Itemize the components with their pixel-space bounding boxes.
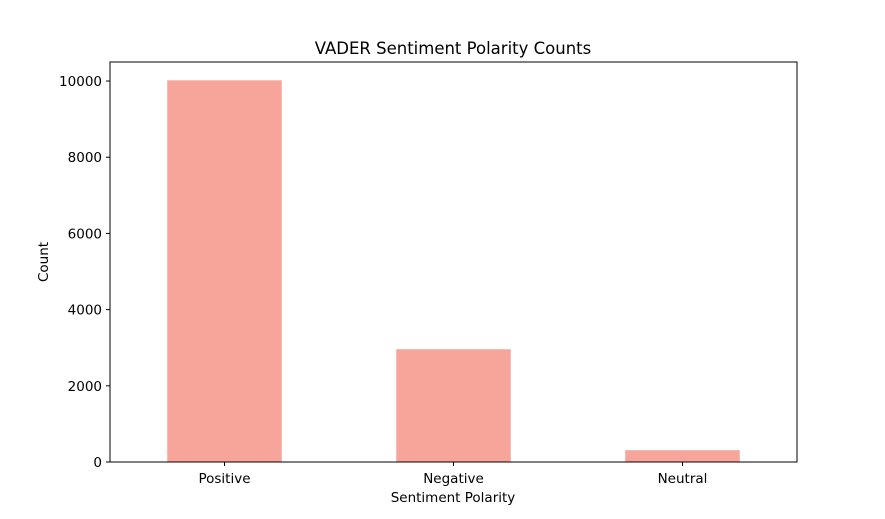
y-axis-label: Count xyxy=(36,242,52,282)
bar-positive xyxy=(167,80,282,463)
bars-group xyxy=(167,80,740,463)
x-axis-label: Sentiment Polarity xyxy=(391,490,516,506)
y-tick-label: 0 xyxy=(93,455,102,471)
x-tick-label: Neutral xyxy=(658,471,708,487)
x-tick-label: Positive xyxy=(198,471,250,487)
x-tick-label: Negative xyxy=(423,471,484,487)
chart-title: VADER Sentiment Polarity Counts xyxy=(315,39,592,58)
bar-neutral xyxy=(625,450,740,462)
y-tick-label: 10000 xyxy=(59,74,102,90)
y-tick-label: 6000 xyxy=(68,226,102,242)
x-axis-ticks: Positive Negative Neutral xyxy=(198,462,707,487)
y-tick-label: 4000 xyxy=(68,303,102,319)
plot-frame xyxy=(109,61,798,463)
bar-negative xyxy=(396,349,511,462)
y-tick-label: 2000 xyxy=(68,379,102,395)
y-tick-label: 8000 xyxy=(68,150,102,166)
y-axis-ticks: 0 2000 4000 6000 8000 10000 xyxy=(59,74,110,471)
